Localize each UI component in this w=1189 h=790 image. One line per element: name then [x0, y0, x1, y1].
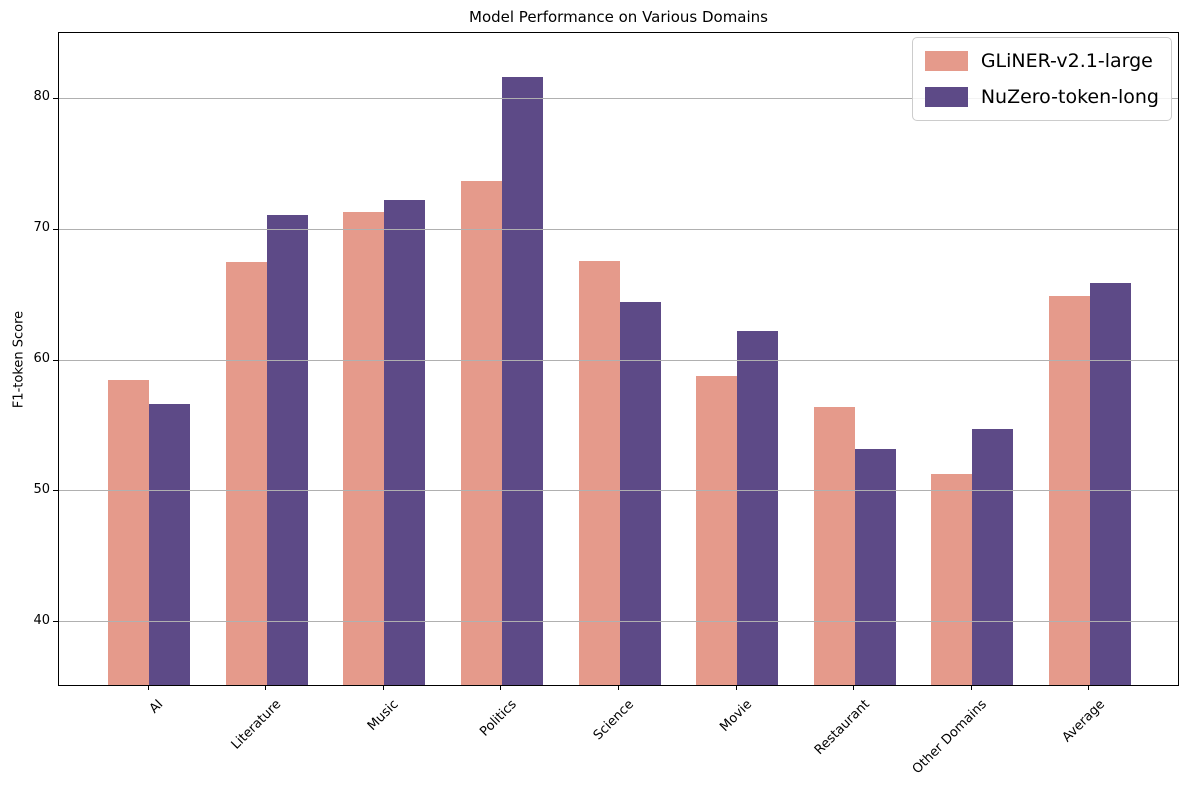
x-tick-label-Average: Average: [1059, 697, 1108, 746]
y-tick-mark: [53, 621, 58, 623]
bar-NuZero-token-long-Average: [1089, 282, 1131, 685]
gridline-80: [59, 97, 1178, 99]
x-tick-mark: [265, 686, 267, 690]
x-tick-label-Restaurant: Restaurant: [811, 697, 873, 758]
x-tick-mark: [618, 686, 619, 690]
bar-NuZero-token-long-Literature: [266, 214, 308, 685]
legend-swatch: [924, 51, 968, 71]
legend-entry-GLiNER-v2.1-large: GLiNER-v2.1-large: [924, 48, 1159, 74]
bar-NuZero-token-long-Movie: [737, 331, 779, 685]
bar-GLiNER-v2.1-large-Movie: [696, 375, 738, 685]
x-tick-label-Literature: Literature: [228, 697, 285, 753]
bar-GLiNER-v2.1-large-Restaurant: [813, 407, 855, 685]
bar-GLiNER-v2.1-large-Literature: [225, 261, 267, 685]
legend-swatch: [924, 87, 968, 107]
x-tick-label-Other Domains: Other Domains: [909, 697, 990, 778]
x-tick-mark: [147, 686, 149, 690]
bar-NuZero-token-long-Restaurant: [854, 448, 896, 685]
y-tick-label: 40: [33, 612, 50, 628]
x-tick-label-Music: Music: [365, 697, 402, 734]
y-tick-mark: [53, 228, 58, 230]
x-tick-mark: [382, 686, 384, 690]
x-tick-label-AI: AI: [147, 697, 167, 717]
y-tick-label: 50: [33, 481, 50, 497]
x-tick-label-Science: Science: [590, 697, 638, 744]
x-tick-label-Movie: Movie: [716, 697, 755, 735]
y-tick-label: 70: [33, 220, 50, 236]
legend-entry-NuZero-token-long: NuZero-token-long: [924, 84, 1159, 110]
x-tick-mark: [1088, 686, 1090, 690]
legend-label: GLiNER-v2.1-large: [980, 50, 1153, 72]
bar-NuZero-token-long-Politics: [501, 77, 543, 685]
bar-GLiNER-v2.1-large-Science: [578, 260, 620, 685]
y-tick-label: 80: [33, 89, 50, 105]
bar-GLiNER-v2.1-large-Music: [343, 212, 385, 685]
x-tick-mark: [735, 686, 737, 690]
chart-title: Model Performance on Various Domains: [469, 8, 768, 26]
y-tick-mark: [53, 359, 58, 361]
x-tick-mark: [970, 686, 972, 690]
gridline-60: [59, 359, 1178, 361]
bar-GLiNER-v2.1-large-Politics: [460, 180, 502, 685]
x-tick-label-Politics: Politics: [476, 697, 520, 740]
gridline-40: [59, 621, 1178, 623]
legend: GLiNER-v2.1-large NuZero-token-long: [911, 37, 1172, 121]
bar-NuZero-token-long-AI: [149, 404, 191, 685]
y-tick-label: 60: [33, 351, 50, 366]
x-tick-mark: [500, 686, 502, 690]
bar-GLiNER-v2.1-large-Other Domains: [931, 473, 973, 685]
gridline-50: [59, 490, 1178, 492]
bar-NuZero-token-long-Music: [384, 200, 426, 685]
x-tick-mark: [853, 686, 855, 690]
gridline-70: [59, 228, 1178, 230]
bar-NuZero-token-long-Other Domains: [972, 429, 1014, 685]
y-tick-mark: [53, 490, 58, 492]
y-tick-mark: [53, 97, 58, 99]
bar-GLiNER-v2.1-large-AI: [108, 379, 150, 685]
legend-label: NuZero-token-long: [980, 86, 1159, 108]
plot-area: [53, 32, 1179, 686]
